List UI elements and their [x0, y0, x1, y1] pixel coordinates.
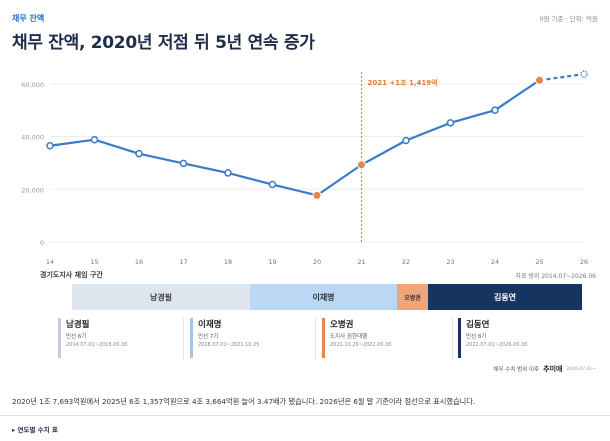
legend-name: 추미애	[543, 365, 563, 373]
line-chart: 0 20,000 40,000 60,000 14 15 16 17 18 19 20 21 22 23 2…	[21, 70, 588, 266]
data-point-highlight	[535, 75, 544, 85]
data-point	[491, 106, 499, 114]
card-name: 이재명	[198, 320, 222, 330]
data-point-highlight	[357, 160, 366, 170]
card-dates: 2021.10.26~2022.06.30	[330, 342, 392, 348]
divider	[452, 318, 453, 360]
card-dates: 2022.07.01~2026.06.30	[466, 342, 528, 348]
data-point	[46, 142, 54, 150]
x-tick-label: 26	[580, 258, 588, 266]
data-point	[446, 119, 455, 127]
card-name: 김동연	[466, 320, 490, 330]
term-card-0: 남경필 민선 6기 2014.07.01~2018.06.30	[58, 318, 178, 358]
data-point	[580, 70, 588, 78]
card-name: 남경필	[66, 320, 90, 330]
card-dates: 2014.07.01~2018.06.30	[66, 342, 128, 348]
x-tick-label: 23	[446, 258, 454, 266]
x-tick-label: 20	[313, 258, 321, 266]
x-tick-label: 14	[46, 258, 54, 266]
page-title: 채무 잔액, 2020년 저점 뒤 5년 연속 증가	[12, 33, 315, 53]
divider	[315, 318, 316, 360]
term-card-3: 김동연 민선 8기 2022.07.01~2026.06.30	[458, 318, 583, 358]
x-tick-label: 21	[357, 258, 365, 266]
x-tick-label: 19	[268, 258, 276, 266]
divider-line	[0, 415, 610, 416]
kicker: 채무 잔액	[12, 14, 45, 23]
card-role: 민선 7기	[198, 334, 219, 340]
data-point-highlight	[312, 190, 322, 200]
annotation-label: 2021 +1조 1,419억	[368, 78, 438, 87]
year-table-toggle[interactable]: ▸ 연도별 수치 표	[12, 426, 58, 434]
data-point	[90, 135, 99, 144]
x-tick-label: 22	[402, 258, 410, 266]
series-line-projected	[539, 73, 585, 82]
data-point	[224, 169, 232, 177]
card-role: 도지사 권한대행	[330, 334, 368, 340]
card-dates: 2018.07.01~2021.10.25	[198, 342, 260, 348]
term-bar-2: 오병권	[397, 284, 428, 310]
y-tick-label: 0	[40, 239, 44, 247]
term-bar-1: 이재명	[250, 284, 397, 310]
data-point	[402, 136, 410, 145]
term-card-2: 오병권 도지사 권한대행 2021.10.26~2022.06.30	[322, 318, 447, 358]
legend-text: 채무 수치 범위 이후	[493, 367, 540, 373]
x-tick-label: 24	[491, 258, 499, 266]
x-tick-label: 18	[224, 258, 232, 266]
divider	[183, 318, 184, 360]
timeline-label: 경기도지사 재임 구간	[40, 271, 103, 279]
x-tick-label: 15	[90, 258, 98, 266]
data-point	[135, 149, 143, 158]
y-tick-label: 60,000	[21, 81, 44, 89]
term-bar-0: 남경필	[72, 284, 250, 310]
unit-note: 0원 기준 · 단위: 억원	[539, 15, 598, 23]
term-bar-3: 김동연	[428, 284, 582, 310]
x-tick-label: 17	[179, 258, 187, 266]
summary-text: 2020년 1조 7,693억원에서 2025년 6조 1,357억원으로 4조…	[12, 397, 476, 406]
card-role: 민선 8기	[466, 334, 487, 340]
legend-date: 2026.07.01~	[566, 366, 596, 372]
x-tick-label: 16	[135, 258, 143, 266]
x-tick-label: 25	[535, 258, 543, 266]
timeline-range: 자료 범위 2014.07~2026.06	[515, 273, 596, 280]
card-role: 민선 6기	[66, 334, 87, 340]
data-point	[179, 159, 188, 168]
series-line	[49, 79, 541, 197]
card-name: 오병권	[330, 320, 354, 330]
data-point	[268, 180, 277, 189]
y-tick-label: 40,000	[21, 134, 44, 142]
term-card-1: 이재명 민선 7기 2018.07.01~2021.10.25	[190, 318, 310, 358]
y-tick-label: 20,000	[21, 186, 44, 194]
next-governor-note: 채무 수치 범위 이후 추미애 2026.07.01~	[493, 364, 596, 374]
